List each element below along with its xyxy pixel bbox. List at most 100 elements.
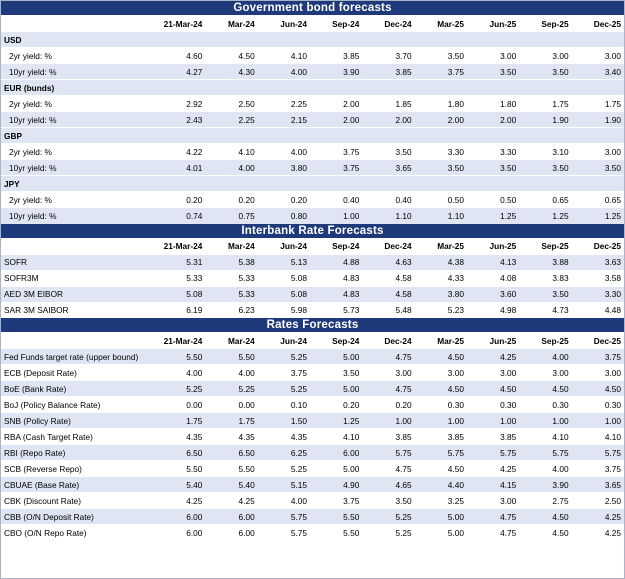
blank-cell <box>257 127 311 144</box>
table-cell: 6.25 <box>257 444 311 461</box>
column-header: Jun-25 <box>466 332 520 349</box>
table-cell: 5.25 <box>257 380 311 397</box>
blank-cell <box>519 79 572 96</box>
blank-cell <box>362 175 415 192</box>
column-header: Jun-25 <box>466 15 520 32</box>
table-cell: 4.10 <box>519 428 572 445</box>
blank-cell <box>205 31 258 48</box>
column-header-row: 21-Mar-24 Mar-24 Jun-24 Sep-24 Dec-24 Mar-25 J… <box>1 237 624 254</box>
bond-forecasts-title: Government bond forecasts <box>1 1 624 15</box>
column-header: Dec-25 <box>571 332 624 349</box>
blank-cell <box>362 127 415 144</box>
table-cell: 4.50 <box>414 348 467 365</box>
blank-cell <box>414 31 467 48</box>
table-cell: 4.25 <box>466 460 520 477</box>
column-header: 21-Mar-24 <box>153 332 206 349</box>
table-cell: 4.00 <box>519 348 572 365</box>
table-cell: 4.30 <box>205 63 258 80</box>
column-header: Dec-25 <box>571 15 624 32</box>
table-row: 2yr yield: % 4.60 4.50 4.10 3.85 3.70 3.50 3.00… <box>1 47 624 64</box>
table-cell: 4.50 <box>519 508 572 525</box>
table-cell: 1.25 <box>519 207 572 224</box>
table-cell: 3.00 <box>571 47 624 64</box>
table-row: 10yr yield: % 4.27 4.30 4.00 3.90 3.85 3.75 3.5… <box>1 63 624 80</box>
table-cell: 5.08 <box>257 269 311 286</box>
table-cell: 3.50 <box>466 63 520 80</box>
row-label: SAR 3M SAIBOR <box>1 301 154 318</box>
table-cell: 5.75 <box>414 444 467 461</box>
blank-cell <box>414 127 467 144</box>
column-header: Sep-25 <box>519 15 572 32</box>
table-cell: 4.35 <box>257 428 311 445</box>
table-cell: 4.22 <box>153 143 206 160</box>
table-cell: 3.60 <box>466 285 520 302</box>
table-cell: 5.33 <box>205 285 258 302</box>
table-cell: 4.60 <box>153 47 206 64</box>
column-header: Dec-25 <box>571 237 624 254</box>
table-cell: 3.40 <box>571 63 624 80</box>
column-header: Jun-24 <box>257 332 311 349</box>
currency-group-row: GBP <box>1 127 624 144</box>
table-cell: 1.75 <box>571 95 624 112</box>
table-cell: 4.90 <box>310 476 363 493</box>
currency-label: JPY <box>1 175 154 192</box>
table-cell: 2.50 <box>571 492 624 509</box>
table-cell: 3.85 <box>466 428 520 445</box>
table-cell: 3.80 <box>414 285 467 302</box>
table-cell: 3.63 <box>571 253 624 270</box>
column-header: Mar-25 <box>414 15 467 32</box>
table-cell: 5.75 <box>571 444 624 461</box>
row-label: 2yr yield: % <box>1 47 154 64</box>
table-cell: 4.25 <box>205 492 258 509</box>
table-cell: 3.50 <box>362 492 415 509</box>
table-cell: 3.75 <box>257 364 311 381</box>
blank-cell <box>519 127 572 144</box>
table-cell: 4.58 <box>362 269 415 286</box>
table-cell: 5.50 <box>205 460 258 477</box>
table-cell: 4.58 <box>362 285 415 302</box>
table-cell: 4.27 <box>153 63 206 80</box>
table-cell: 3.50 <box>414 47 467 64</box>
row-label: 10yr yield: % <box>1 207 154 224</box>
table-cell: 3.00 <box>519 47 572 64</box>
table-cell: 1.75 <box>519 95 572 112</box>
table-cell: 0.74 <box>153 207 206 224</box>
table-cell: 0.65 <box>519 191 572 208</box>
table-cell: 0.20 <box>257 191 311 208</box>
table-cell: 4.75 <box>362 380 415 397</box>
table-cell: 3.30 <box>466 143 520 160</box>
blank-cell <box>310 79 363 96</box>
table-cell: 4.00 <box>257 63 311 80</box>
table-cell: 3.10 <box>519 143 572 160</box>
table-cell: 3.85 <box>362 428 415 445</box>
table-cell: 4.33 <box>414 269 467 286</box>
table-cell: 5.33 <box>205 269 258 286</box>
table-cell: 1.80 <box>414 95 467 112</box>
blank-cell <box>205 175 258 192</box>
row-label: CBUAE (Base Rate) <box>1 476 154 493</box>
blank-cell <box>466 127 520 144</box>
table-cell: 4.75 <box>466 508 520 525</box>
table-row: SOFR 5.31 5.38 5.13 4.88 4.63 4.38 4.13 3.88 3.63 <box>1 253 624 270</box>
table-cell: 4.65 <box>362 476 415 493</box>
table-row: 10yr yield: % 2.43 2.25 2.15 2.00 2.00 2.00 2.0… <box>1 111 624 128</box>
table-cell: 0.20 <box>153 191 206 208</box>
table-cell: 1.25 <box>310 412 363 429</box>
table-cell: 3.65 <box>362 159 415 176</box>
table-cell: 3.00 <box>571 364 624 381</box>
table-cell: 3.50 <box>519 285 572 302</box>
row-label: 10yr yield: % <box>1 111 154 128</box>
table-cell: 3.50 <box>519 63 572 80</box>
table-cell: 0.20 <box>310 396 363 413</box>
table-cell: 4.08 <box>466 269 520 286</box>
table-cell: 3.30 <box>414 143 467 160</box>
blank-cell <box>466 175 520 192</box>
table-cell: 3.83 <box>519 269 572 286</box>
blank-cell <box>205 127 258 144</box>
table-cell: 5.50 <box>153 348 206 365</box>
column-header: Jun-24 <box>257 237 311 254</box>
table-cell: 4.13 <box>466 253 520 270</box>
blank-cell <box>466 31 520 48</box>
table-cell: 4.75 <box>362 348 415 365</box>
blank-cell <box>257 79 311 96</box>
